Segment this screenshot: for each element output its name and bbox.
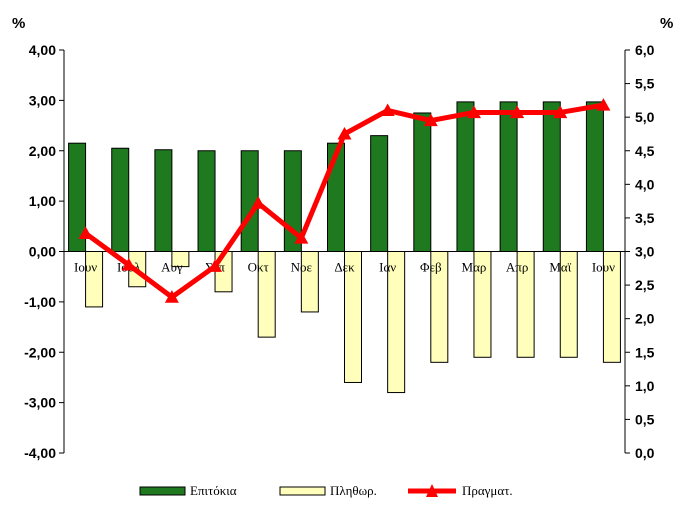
line-point <box>596 98 611 111</box>
line-point <box>337 126 352 140</box>
right-tick-label: 4,0 <box>635 176 655 192</box>
right-tick-label: 4,5 <box>635 143 655 159</box>
line-point <box>78 226 93 239</box>
category-label: Ιουν <box>74 260 97 275</box>
right-tick-label: 3,0 <box>635 244 655 260</box>
category-label: Οκτ <box>248 260 269 275</box>
line-point <box>294 231 309 244</box>
line-series-group <box>78 98 611 303</box>
left-tick-label: -3,00 <box>24 395 56 411</box>
right-tick-label: 0,0 <box>635 445 655 461</box>
left-tick-label: -2,00 <box>24 344 56 360</box>
right-tick-label: 5,5 <box>635 76 655 92</box>
category-labels: ΙουνΙουλΑυγΣεπΟκτΝοεΔεκΙανΦεβΜαρΑπρΜαϊΙο… <box>74 260 615 275</box>
right-tick-label: 1,5 <box>635 344 655 360</box>
category-label: Μαϊ <box>549 260 571 275</box>
right-tick-label: 1,0 <box>635 378 655 394</box>
bar-rate <box>585 101 604 253</box>
left-tick-label: 2,00 <box>29 143 56 159</box>
line-point <box>553 105 568 119</box>
right-tick-label: 0,5 <box>635 411 655 427</box>
right-axis-unit: % <box>660 15 673 32</box>
category-label: Νοε <box>291 260 313 275</box>
legend-swatch-inflation <box>279 486 326 496</box>
category-label: Φεβ <box>420 260 442 275</box>
legend-label-real: Πραγματ. <box>462 483 513 498</box>
right-tick-label: 2,0 <box>635 311 655 327</box>
bar-rate <box>111 147 130 252</box>
left-tick-label: 4,00 <box>29 42 56 58</box>
right-tick-label: 5,0 <box>635 109 655 125</box>
bar-rate <box>456 101 475 253</box>
category-label: Ιαν <box>379 260 396 275</box>
category-label: Αυγ <box>161 260 183 275</box>
bar-rate <box>370 135 389 252</box>
legend-label-rate: Επιτόκια <box>190 483 237 498</box>
bar-rate <box>499 101 518 253</box>
bar-rate <box>413 112 432 252</box>
legend-swatch-real-marker <box>426 484 438 497</box>
left-tick-label: -1,00 <box>24 294 56 310</box>
right-tick-label: 6,0 <box>635 42 655 58</box>
line-point <box>423 113 438 127</box>
left-tick-label: 3,00 <box>29 92 56 108</box>
line-point <box>466 105 481 119</box>
category-label: Ιουν <box>592 260 615 275</box>
bar-rate <box>197 150 216 252</box>
line-point <box>164 290 179 303</box>
left-tick-label: 1,00 <box>29 193 56 209</box>
left-tick-label: 0,00 <box>29 244 56 260</box>
bar-group <box>68 101 621 394</box>
legend-swatch-rate <box>139 486 186 496</box>
category-label: Δεκ <box>334 260 355 275</box>
right-tick-label: 2,5 <box>635 277 655 293</box>
left-axis: 4,00 3,00 2,00 1,00 0,00 -1,00 -2,00 -3,00 -4,00 <box>24 42 65 461</box>
left-tick-label: -4,00 <box>24 445 56 461</box>
category-label: Απρ <box>506 260 528 275</box>
bar-rate <box>542 101 561 253</box>
line-point <box>510 105 525 119</box>
right-tick-label: 3,5 <box>635 210 655 226</box>
line-point <box>380 103 395 117</box>
category-label: Μαρ <box>462 260 487 275</box>
bar-rate <box>154 149 173 252</box>
line-point <box>208 259 223 272</box>
left-axis-unit: % <box>12 15 25 32</box>
right-axis: 6,0 5,5 5,0 4,5 4,0 3,5 3,0 2,5 2,0 1,5 1,0 0,5 0,0 <box>624 42 655 461</box>
line-point <box>121 257 136 271</box>
line-point <box>251 196 266 209</box>
legend: Επιτόκια Πληθωρ. Πραγματ. <box>139 483 513 498</box>
legend-label-inflation: Πληθωρ. <box>330 483 377 498</box>
